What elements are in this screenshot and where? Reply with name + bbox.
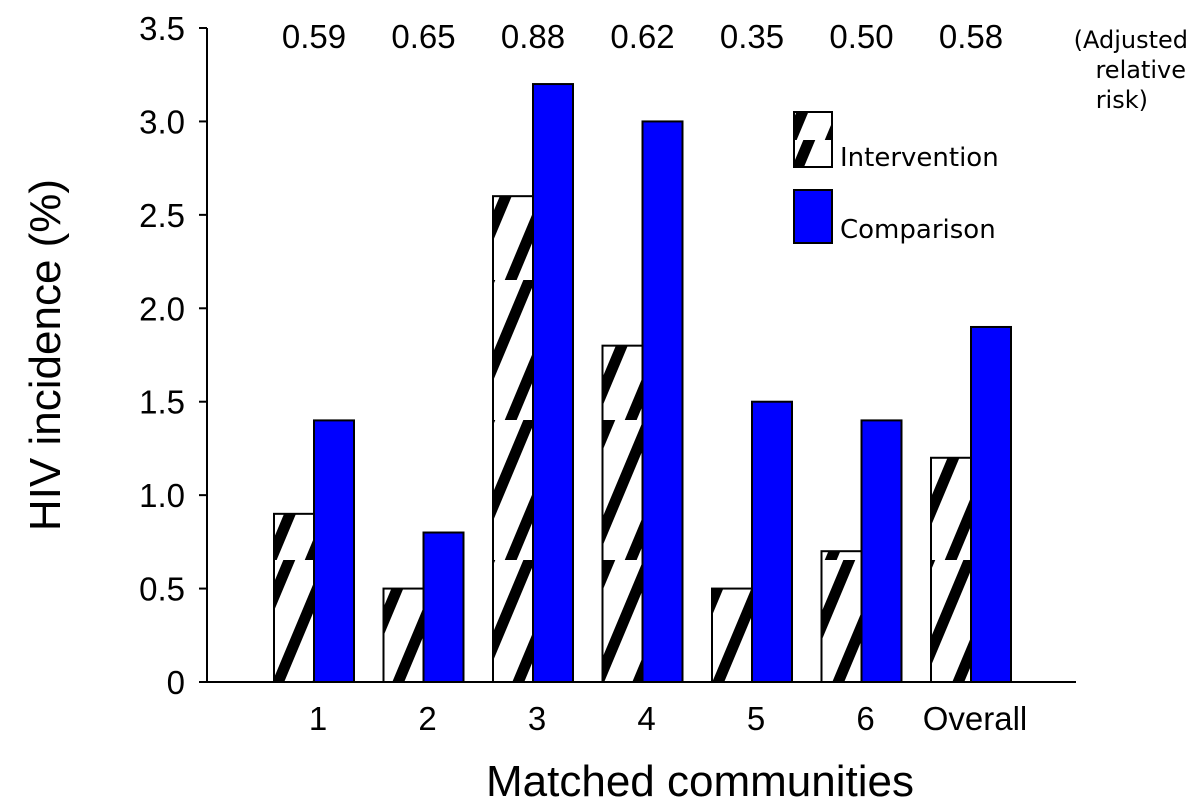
bar-comparison-2 — [422, 531, 465, 683]
bars — [273, 83, 1012, 684]
bar-intervention-5 — [711, 587, 753, 683]
legend: Intervention Comparison — [793, 111, 999, 245]
y-tick-label: 0.5 — [139, 571, 185, 608]
bar-intervention-4 — [601, 344, 644, 683]
relative-risk-note-line: relative — [1095, 56, 1186, 84]
x-tick-label: 6 — [856, 700, 874, 737]
y-axis-title: HIV incidence (%) — [21, 179, 70, 531]
y-tick-label: 2.0 — [139, 290, 185, 327]
relative-risk-annotations: 0.59 0.65 0.88 0.62 0.35 0.50 0.58 (Adjustedrel… — [282, 18, 1188, 114]
y-tick-labels: 0 0.5 1.0 1.5 2.0 2.5 3.0 3.5 — [139, 10, 207, 701]
relative-risk-note-line: risk) — [1096, 86, 1148, 114]
relative-risk-value: 0.58 — [939, 18, 1003, 55]
x-tick-label: 3 — [528, 700, 546, 737]
bar-comparison-3 — [532, 83, 574, 684]
x-tick-label: 4 — [637, 700, 655, 737]
x-tick-labels: 1 2 3 4 5 6 Overall — [309, 700, 1027, 737]
legend-swatch-comparison — [793, 189, 833, 244]
bar-comparison-6 — [860, 419, 903, 683]
relative-risk-value: 0.50 — [829, 18, 893, 55]
legend-swatch-intervention — [793, 111, 833, 168]
bar-intervention-3 — [492, 195, 534, 684]
y-tick-label: 3.0 — [139, 103, 185, 140]
relative-risk-value: 0.88 — [501, 18, 565, 55]
y-tick-label: 1.5 — [139, 384, 185, 421]
bar-comparison-overall — [970, 325, 1012, 683]
x-tick-label: 1 — [309, 700, 327, 737]
x-tick-label: 5 — [747, 700, 765, 737]
relative-risk-value: 0.35 — [720, 18, 784, 55]
bar-comparison-5 — [751, 400, 793, 683]
x-tick-label: 2 — [418, 700, 436, 737]
bar-intervention-6 — [820, 550, 863, 684]
relative-risk-value: 0.65 — [391, 18, 455, 55]
bar-comparison-1 — [313, 419, 355, 683]
y-tick-label: 3.5 — [139, 10, 185, 47]
bar-intervention-1 — [273, 512, 315, 683]
legend-label-comparison: Comparison — [840, 215, 996, 245]
bar-comparison-4 — [641, 120, 684, 683]
y-tick-label: 2.5 — [139, 197, 185, 234]
bar-intervention-overall — [930, 456, 972, 683]
y-tick-label: 1.0 — [139, 477, 185, 514]
legend-label-intervention: Intervention — [840, 143, 999, 173]
relative-risk-note-line: (Adjusted — [1074, 26, 1188, 54]
bar-intervention-2 — [382, 587, 425, 683]
relative-risk-value: 0.59 — [282, 18, 346, 55]
x-axis-title: Matched communities — [486, 757, 914, 806]
y-tick-label: 0 — [167, 664, 185, 701]
x-tick-label: Overall — [923, 700, 1028, 737]
relative-risk-value: 0.62 — [610, 18, 674, 55]
